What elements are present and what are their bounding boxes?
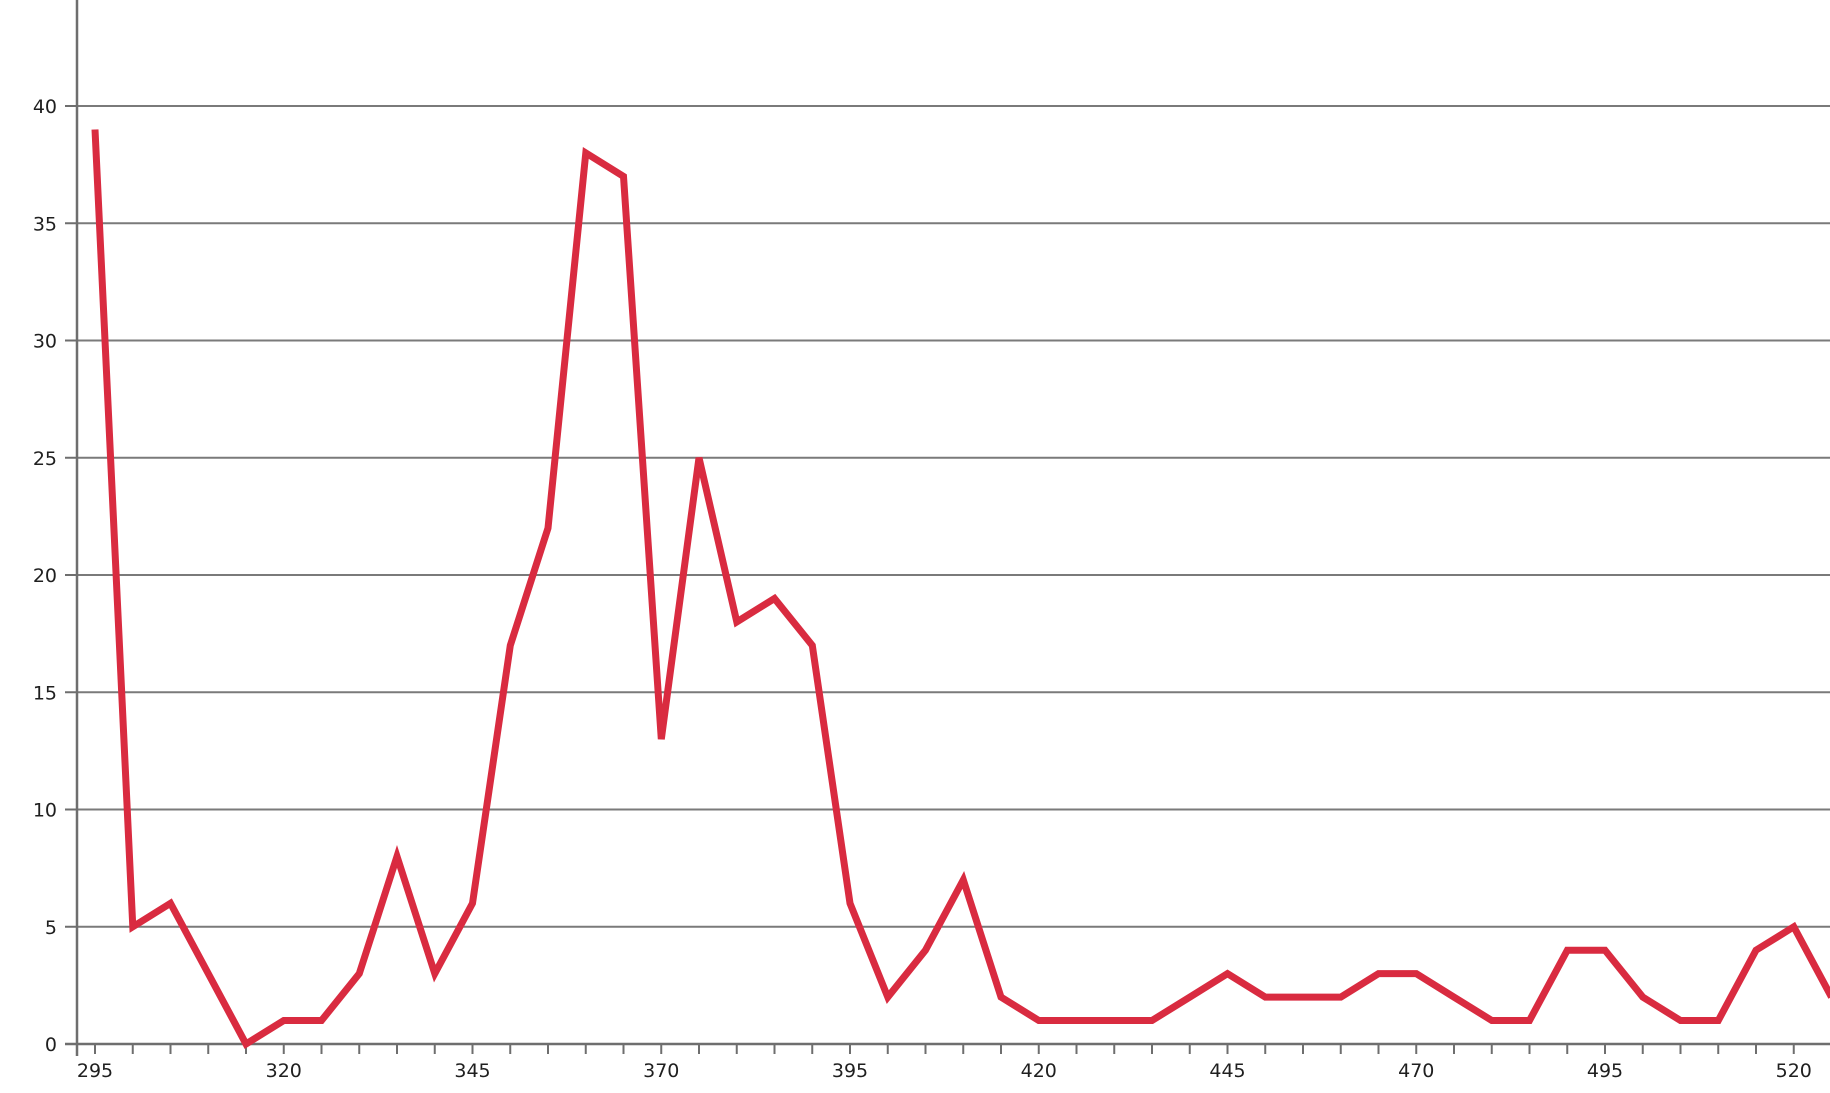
- x-tick-label-395: 395: [832, 1060, 868, 1082]
- axes: [65, 0, 1830, 1056]
- y-tick-label-20: 20: [33, 565, 57, 587]
- y-tick-label-0: 0: [45, 1034, 57, 1056]
- y-tick-label-15: 15: [33, 682, 57, 704]
- y-tick-label-25: 25: [33, 448, 57, 470]
- y-tick-label-40: 40: [33, 96, 57, 118]
- y-tick-label-10: 10: [33, 800, 57, 822]
- x-tick-label-420: 420: [1021, 1060, 1057, 1082]
- x-tick-label-495: 495: [1587, 1060, 1623, 1082]
- x-tick-label-520: 520: [1776, 1060, 1812, 1082]
- gridlines: [77, 105, 1830, 928]
- y-tick-label-30: 30: [33, 331, 57, 353]
- series-layer: [91, 129, 1830, 1049]
- x-tick-label-445: 445: [1209, 1060, 1245, 1082]
- x-tick-label-320: 320: [266, 1060, 302, 1082]
- tick-labels: 0 5 10 15 20 25 30 35 40 295 320 345 370 395 420 445 470…: [33, 96, 1812, 1082]
- x-tick-label-345: 345: [454, 1060, 490, 1082]
- series-line-0: [91, 129, 1830, 1049]
- y-tick-label-5: 5: [45, 917, 57, 939]
- x-tick-label-470: 470: [1398, 1060, 1434, 1082]
- x-tick-label-370: 370: [643, 1060, 679, 1082]
- y-tick-label-35: 35: [33, 213, 57, 235]
- x-tick-label-295: 295: [77, 1060, 113, 1082]
